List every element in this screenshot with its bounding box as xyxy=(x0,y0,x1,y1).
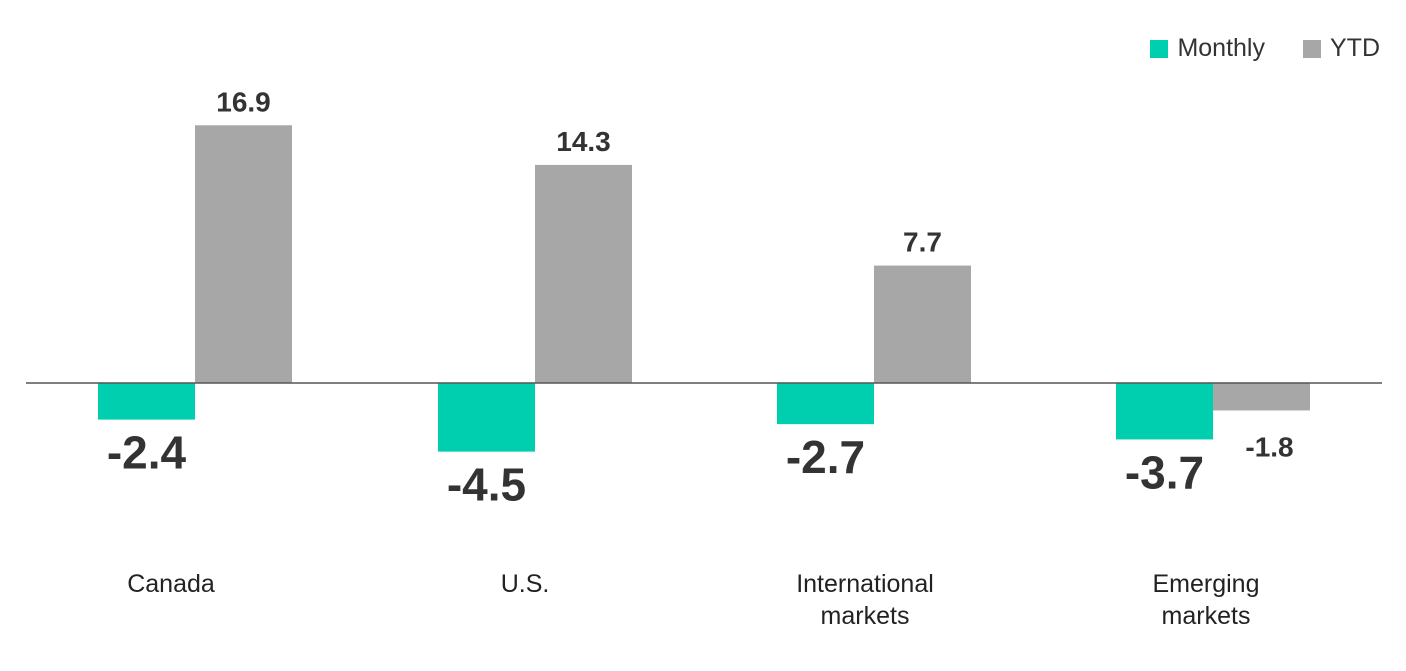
value-label-ytd-1: 14.3 xyxy=(556,126,611,157)
bar-ytd-3 xyxy=(1213,383,1310,411)
legend-item-monthly: Monthly xyxy=(1150,34,1265,63)
value-label-ytd-0: 16.9 xyxy=(216,86,271,117)
legend: Monthly YTD xyxy=(1150,34,1380,63)
legend-label-ytd: YTD xyxy=(1330,34,1380,62)
bar-monthly-3 xyxy=(1116,383,1213,440)
category-label-3: Emerging markets xyxy=(1153,570,1260,630)
bar-monthly-0 xyxy=(98,383,195,420)
bar-monthly-2 xyxy=(777,383,874,425)
category-label-line: International xyxy=(796,570,934,598)
legend-item-ytd: YTD xyxy=(1303,34,1380,63)
legend-swatch-monthly xyxy=(1150,39,1169,58)
category-label-line: Canada xyxy=(127,570,215,598)
category-label-0: Canada xyxy=(127,570,215,598)
legend-swatch-ytd xyxy=(1303,39,1321,58)
bar-ytd-1 xyxy=(535,164,632,383)
value-label-monthly-3: -3.7 xyxy=(1125,446,1204,498)
category-label-line: markets xyxy=(821,602,910,630)
value-label-monthly-2: -2.7 xyxy=(786,431,865,483)
bar-ytd-2 xyxy=(874,265,971,383)
category-label-2: International markets xyxy=(796,570,934,630)
category-label-line: Emerging xyxy=(1153,570,1260,598)
value-label-ytd-3: -1.8 xyxy=(1245,431,1293,462)
bar-ytd-0 xyxy=(195,125,292,384)
category-label-line: U.S. xyxy=(501,570,550,598)
legend-label-monthly: Monthly xyxy=(1177,34,1265,62)
bar-monthly-1 xyxy=(438,383,535,452)
value-label-ytd-2: 7.7 xyxy=(903,227,942,258)
value-label-monthly-0: -2.4 xyxy=(107,427,187,479)
value-label-monthly-1: -4.5 xyxy=(447,459,526,511)
category-label-1: U.S. xyxy=(501,570,550,598)
category-label-line: markets xyxy=(1162,602,1251,630)
